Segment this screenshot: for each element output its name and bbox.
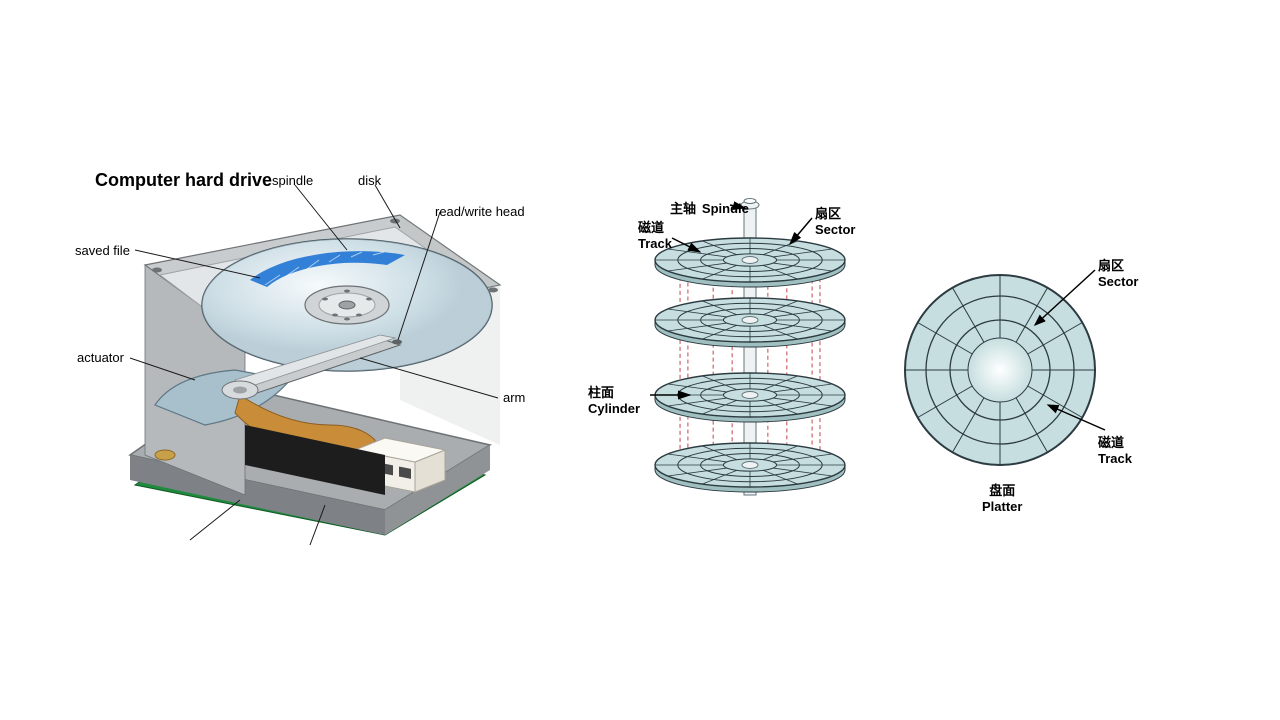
right-label-sector: 扇区 Sector bbox=[1098, 255, 1138, 289]
stacked-platters-diagram bbox=[580, 180, 920, 540]
right-label-track: 磁道 Track bbox=[1098, 432, 1132, 466]
mid-label-track: 磁道 Track bbox=[638, 217, 672, 251]
right-label-platter: 盘面 Platter bbox=[982, 480, 1022, 514]
label-actuator: actuator bbox=[77, 350, 124, 365]
label-saved-file: saved file bbox=[75, 243, 130, 258]
left-leader-lines bbox=[60, 150, 620, 710]
mid-label-sector: 扇区 Sector bbox=[815, 203, 855, 237]
right-leader-lines bbox=[1000, 250, 1260, 530]
label-arm: arm bbox=[503, 390, 525, 405]
mid-label-cylinder: 柱面 Cylinder bbox=[588, 382, 640, 416]
label-spindle: spindle bbox=[272, 173, 313, 188]
left-title: Computer hard drive bbox=[95, 170, 272, 191]
label-disk: disk bbox=[358, 173, 381, 188]
mid-label-spindle: 主轴 Spindle bbox=[670, 198, 749, 217]
diagram-canvas: Computer hard drive spindle disk read/wr… bbox=[0, 0, 1280, 720]
label-rw-head: read/write head bbox=[435, 204, 525, 219]
